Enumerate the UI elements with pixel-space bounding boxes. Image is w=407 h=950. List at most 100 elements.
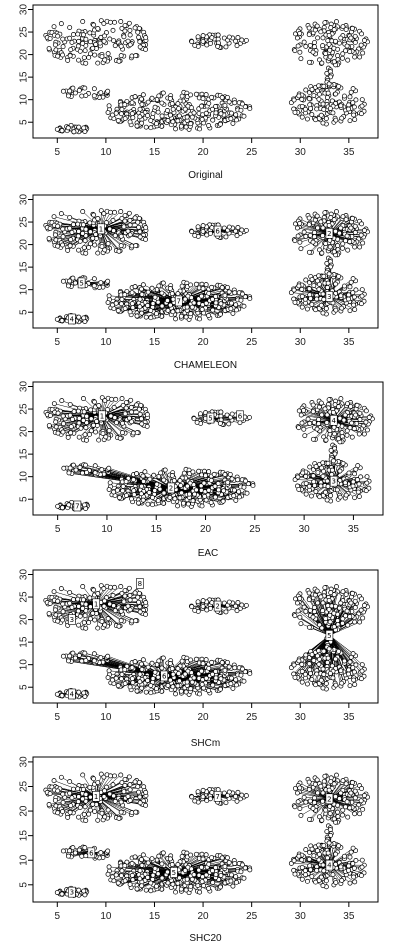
data-point bbox=[190, 498, 196, 504]
data-point bbox=[321, 273, 327, 279]
data-point bbox=[88, 407, 94, 413]
x-axis-label: EAC bbox=[198, 548, 219, 559]
data-point bbox=[115, 308, 121, 314]
data-point bbox=[231, 487, 237, 493]
data-point bbox=[175, 308, 181, 314]
data-point bbox=[131, 488, 137, 494]
data-point bbox=[51, 24, 57, 30]
x-tick-label: 10 bbox=[101, 524, 113, 535]
data-point bbox=[106, 465, 112, 471]
data-point bbox=[83, 93, 89, 98]
data-point bbox=[82, 85, 88, 91]
data-point bbox=[320, 233, 326, 239]
x-tick-label: 10 bbox=[100, 147, 112, 158]
data-point bbox=[223, 44, 229, 50]
data-point bbox=[360, 240, 366, 246]
data-point bbox=[156, 93, 162, 99]
data-point bbox=[333, 38, 338, 44]
data-point bbox=[329, 98, 335, 104]
data-point bbox=[76, 434, 82, 440]
data-point bbox=[318, 219, 324, 225]
data-point bbox=[299, 304, 305, 310]
data-point bbox=[350, 100, 356, 106]
data-point bbox=[118, 301, 124, 307]
data-point bbox=[299, 96, 305, 102]
data-point bbox=[325, 90, 331, 96]
data-point bbox=[148, 308, 154, 313]
data-point bbox=[243, 227, 249, 233]
data-point bbox=[67, 35, 73, 41]
data-point bbox=[298, 56, 304, 62]
data-point bbox=[190, 469, 196, 475]
cluster-center-label: 3 bbox=[327, 293, 331, 301]
data-point bbox=[313, 464, 319, 469]
data-point bbox=[71, 129, 77, 135]
data-point bbox=[76, 124, 82, 130]
data-point bbox=[202, 493, 208, 499]
data-point bbox=[338, 35, 344, 41]
data-point bbox=[350, 483, 356, 489]
data-point bbox=[161, 477, 167, 483]
data-point bbox=[351, 302, 357, 308]
data-point bbox=[129, 496, 134, 502]
data-point bbox=[118, 243, 124, 249]
data-point bbox=[212, 483, 218, 489]
data-point bbox=[310, 239, 316, 245]
data-point bbox=[343, 492, 349, 498]
data-point bbox=[295, 474, 301, 480]
cluster-center-label: 2 bbox=[169, 484, 173, 492]
data-point bbox=[136, 224, 142, 230]
data-point bbox=[319, 412, 325, 418]
data-point bbox=[350, 215, 355, 221]
data-point bbox=[342, 412, 348, 418]
data-point bbox=[118, 209, 124, 214]
data-point bbox=[129, 301, 135, 307]
data-point bbox=[346, 102, 352, 108]
data-point bbox=[338, 225, 344, 231]
data-point bbox=[352, 229, 358, 235]
data-point bbox=[314, 106, 320, 112]
data-point bbox=[291, 287, 297, 293]
data-point bbox=[137, 114, 143, 120]
data-point bbox=[173, 126, 178, 132]
data-point bbox=[87, 30, 93, 36]
data-point bbox=[346, 292, 352, 298]
data-point bbox=[119, 106, 125, 112]
data-point bbox=[306, 222, 312, 228]
data-point bbox=[348, 225, 354, 231]
data-point bbox=[135, 219, 141, 225]
data-point bbox=[122, 411, 128, 417]
data-point bbox=[324, 70, 330, 76]
data-point bbox=[359, 293, 365, 299]
data-point bbox=[241, 484, 247, 490]
data-point bbox=[80, 40, 86, 46]
data-point bbox=[323, 116, 329, 121]
x-tick-label: 35 bbox=[343, 337, 355, 348]
data-point bbox=[102, 33, 107, 39]
data-point bbox=[215, 32, 221, 38]
data-point bbox=[314, 426, 320, 432]
data-point bbox=[200, 38, 206, 44]
data-point bbox=[152, 487, 158, 493]
data-point bbox=[299, 103, 305, 109]
data-point bbox=[228, 306, 234, 312]
cluster-center-label: 5 bbox=[208, 415, 212, 423]
data-point bbox=[101, 38, 107, 44]
data-point bbox=[233, 497, 239, 503]
data-point bbox=[170, 119, 176, 125]
data-point bbox=[306, 59, 312, 65]
data-point bbox=[99, 54, 105, 59]
data-point bbox=[188, 282, 194, 288]
data-point bbox=[189, 304, 195, 310]
data-point bbox=[189, 39, 195, 45]
data-point bbox=[348, 404, 354, 409]
data-point bbox=[312, 40, 317, 45]
data-point bbox=[350, 276, 356, 282]
data-point bbox=[232, 290, 238, 296]
data-point bbox=[301, 39, 307, 45]
data-point bbox=[292, 299, 298, 305]
cluster-center-label: 4 bbox=[70, 315, 75, 323]
x-tick-label: 20 bbox=[198, 337, 210, 348]
data-point bbox=[320, 120, 326, 126]
data-point bbox=[126, 210, 132, 216]
